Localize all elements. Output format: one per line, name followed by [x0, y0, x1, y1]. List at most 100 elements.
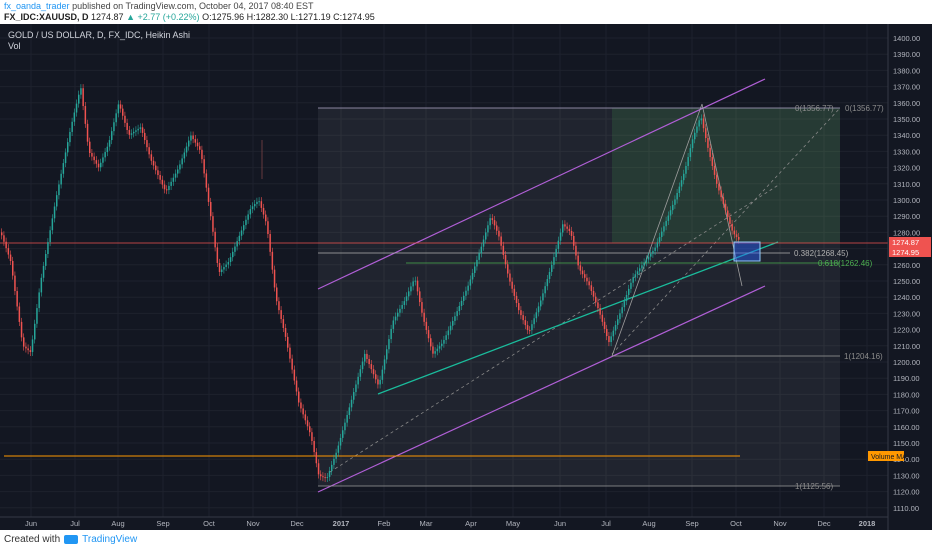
- candle-body: [531, 324, 533, 331]
- candle-body: [139, 127, 142, 129]
- candle-body: [1, 232, 3, 236]
- candle-body: [366, 353, 368, 359]
- candle-body: [364, 353, 366, 362]
- candle-body: [326, 476, 329, 478]
- candle-body: [386, 349, 388, 360]
- tradingview-brand-link[interactable]: TradingView: [82, 534, 138, 545]
- candle-body: [214, 231, 216, 248]
- candle-body: [333, 458, 335, 465]
- candle-body: [328, 470, 331, 477]
- candle-body: [526, 325, 529, 331]
- time-tick-label: Dec: [290, 519, 304, 528]
- candle-body: [535, 312, 538, 319]
- channel-upper-line: [317, 78, 766, 290]
- candle-body: [606, 328, 608, 337]
- time-tick-label: Sep: [685, 519, 698, 528]
- price-tick-label: 1300.00: [893, 196, 920, 205]
- candle-body: [577, 255, 579, 266]
- candle-body: [683, 173, 685, 181]
- candle-body: [130, 133, 133, 135]
- candle-body: [38, 292, 40, 309]
- time-tick-label: Sep: [156, 519, 169, 528]
- candle-body: [115, 113, 117, 123]
- candle-body: [170, 181, 172, 186]
- candle-body: [194, 139, 197, 143]
- price-axis[interactable]: 1400.00 1390.00 1380.00 1370.00 1360.00 1350.…: [893, 34, 920, 513]
- ohlc-values: O:1275.96 H:1282.30 L:1271.19 C:1274.95: [202, 12, 375, 22]
- candle-body: [641, 265, 643, 269]
- close-price-tag-text: 1274.95: [892, 248, 919, 257]
- candle-body: [663, 226, 665, 232]
- candle-body: [280, 310, 282, 320]
- candle-body: [293, 369, 296, 381]
- candle-body: [674, 199, 676, 205]
- candle-body: [157, 170, 159, 176]
- time-axis[interactable]: Jun Jul Aug Sep Oct Nov Dec 2017 Feb Mar Apr May Jun…: [25, 519, 875, 528]
- candle-body: [731, 223, 733, 231]
- price-tick-label: 1260.00: [893, 261, 920, 270]
- candle-body: [185, 146, 188, 153]
- candle-body: [419, 291, 421, 303]
- candle-body: [445, 335, 447, 340]
- candle-body: [590, 285, 593, 291]
- candle-body: [302, 408, 304, 415]
- candle-body: [441, 343, 443, 347]
- candle-body: [711, 157, 714, 166]
- close-price-tag: [889, 247, 931, 257]
- candle-body: [502, 245, 505, 256]
- candle-body: [603, 321, 606, 329]
- candle-body: [548, 271, 551, 280]
- candle-body: [271, 251, 274, 270]
- candle-body: [394, 316, 397, 321]
- candle-body: [438, 346, 441, 349]
- candle-body: [29, 350, 32, 352]
- candle-body: [126, 122, 128, 131]
- symbol-label: FX_IDC:XAUUSD, D: [4, 12, 89, 22]
- price-chart[interactable]: 0(1356.77) 0(1356.77) 0.382(1268.45) 0.6…: [0, 24, 932, 530]
- candle-body: [282, 319, 285, 328]
- candle-body: [284, 327, 287, 337]
- time-tick-label: Feb: [378, 519, 391, 528]
- candle-body: [304, 414, 307, 421]
- time-tick-label: Oct: [730, 519, 743, 528]
- candle-body: [632, 277, 634, 283]
- candle-body: [452, 320, 454, 326]
- candle-body: [546, 279, 549, 287]
- chart-canvas[interactable]: 0(1356.77) 0(1356.77) 0.382(1268.45) 0.6…: [0, 24, 932, 530]
- price-tick-label: 1180.00: [893, 390, 920, 399]
- candle-body: [661, 231, 663, 237]
- candle-body: [97, 163, 100, 168]
- price-tick-label: 1380.00: [893, 66, 920, 75]
- candle-body: [456, 311, 458, 317]
- candle-body: [390, 328, 392, 340]
- candle-body: [40, 277, 43, 293]
- candle-body: [12, 260, 14, 276]
- price-tick-label: 1350.00: [893, 115, 920, 124]
- candle-body: [652, 250, 654, 254]
- candle-body: [260, 201, 263, 208]
- candle-body: [14, 275, 16, 292]
- candle-body: [232, 251, 234, 258]
- publisher-username[interactable]: fx_oanda_trader: [4, 1, 70, 11]
- candle-body: [199, 146, 201, 150]
- candle-body: [108, 140, 111, 147]
- candle-body: [104, 152, 106, 158]
- candle-body: [524, 320, 527, 326]
- candle-body: [141, 127, 144, 133]
- candle-body: [93, 156, 95, 161]
- candle-body: [533, 318, 535, 325]
- price-tick-label: 1120.00: [893, 488, 920, 497]
- candle-body: [685, 165, 687, 174]
- candle-body: [218, 262, 221, 272]
- candle-body: [542, 293, 544, 301]
- candle-body: [56, 195, 58, 207]
- candle-body: [460, 300, 463, 306]
- entry-box[interactable]: [733, 241, 761, 262]
- candle-body: [687, 157, 689, 166]
- candle-body: [509, 273, 511, 282]
- candle-body: [205, 173, 208, 188]
- candle-body: [172, 177, 175, 182]
- price-tick-label: 1240.00: [893, 293, 920, 302]
- candle-body: [155, 165, 157, 171]
- candle-body: [421, 302, 423, 313]
